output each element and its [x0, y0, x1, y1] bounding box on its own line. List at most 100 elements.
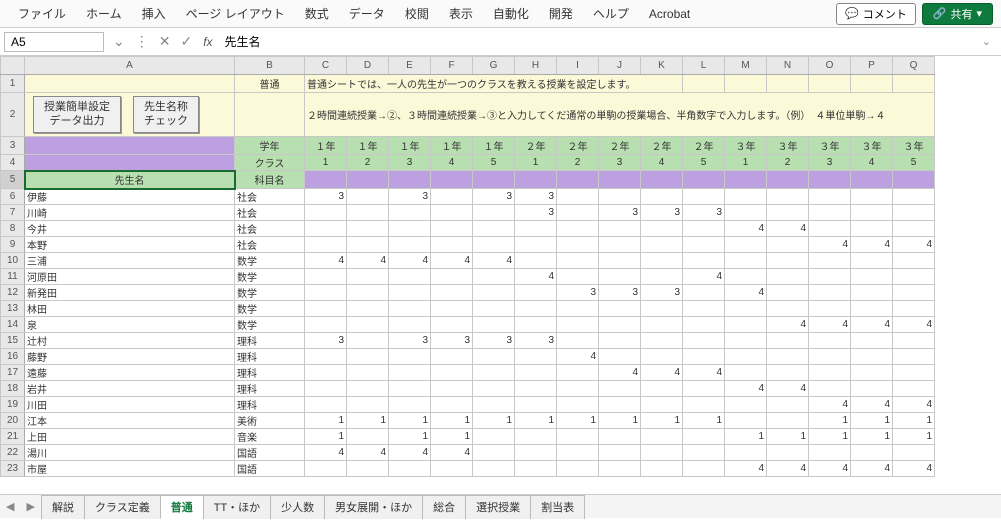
row-header[interactable]: 2: [1, 93, 25, 137]
data-cell[interactable]: 3: [389, 189, 431, 205]
data-cell[interactable]: [305, 237, 347, 253]
data-cell[interactable]: [767, 397, 809, 413]
data-cell[interactable]: 1: [851, 429, 893, 445]
col-header-D[interactable]: D: [347, 57, 389, 75]
data-cell[interactable]: [515, 429, 557, 445]
data-cell[interactable]: [557, 317, 599, 333]
data-cell[interactable]: [389, 301, 431, 317]
teacher-name[interactable]: 川崎: [25, 205, 235, 221]
teacher-name[interactable]: 遠藤: [25, 365, 235, 381]
col-header-I[interactable]: I: [557, 57, 599, 75]
data-cell[interactable]: [893, 301, 935, 317]
data-cell[interactable]: [641, 237, 683, 253]
data-cell[interactable]: [725, 365, 767, 381]
row-header[interactable]: 19: [1, 397, 25, 413]
cell[interactable]: [515, 171, 557, 189]
data-cell[interactable]: [725, 333, 767, 349]
data-cell[interactable]: 1: [389, 413, 431, 429]
row-header[interactable]: 7: [1, 205, 25, 221]
fx-icon[interactable]: fx: [197, 35, 218, 49]
teacher-check-button[interactable]: 先生名称チェック: [133, 96, 199, 132]
subject-name[interactable]: 美術: [235, 413, 305, 429]
subject-name[interactable]: 理科: [235, 397, 305, 413]
data-cell[interactable]: [305, 205, 347, 221]
data-cell[interactable]: [389, 237, 431, 253]
data-cell[interactable]: [515, 381, 557, 397]
class-cell[interactable]: 4: [641, 155, 683, 171]
menu-insert[interactable]: 挿入: [132, 1, 176, 26]
data-cell[interactable]: 4: [851, 397, 893, 413]
data-cell[interactable]: [557, 269, 599, 285]
data-cell[interactable]: 4: [767, 461, 809, 477]
data-cell[interactable]: [557, 301, 599, 317]
data-cell[interactable]: [431, 237, 473, 253]
data-cell[interactable]: [725, 237, 767, 253]
sheet-tab[interactable]: 少人数: [270, 495, 325, 519]
data-cell[interactable]: [599, 253, 641, 269]
data-cell[interactable]: [683, 349, 725, 365]
data-cell[interactable]: [641, 381, 683, 397]
data-cell[interactable]: 4: [431, 445, 473, 461]
sheet-tab[interactable]: 男女展開・ほか: [324, 495, 423, 519]
data-cell[interactable]: [851, 189, 893, 205]
row-header[interactable]: 23: [1, 461, 25, 477]
grade-cell[interactable]: ２年: [641, 137, 683, 155]
class-cell[interactable]: 5: [683, 155, 725, 171]
data-cell[interactable]: [767, 365, 809, 381]
data-cell[interactable]: [599, 301, 641, 317]
data-cell[interactable]: [809, 221, 851, 237]
data-cell[interactable]: [557, 461, 599, 477]
data-cell[interactable]: 4: [725, 381, 767, 397]
data-cell[interactable]: [767, 269, 809, 285]
data-cell[interactable]: [641, 333, 683, 349]
grade-cell[interactable]: ３年: [893, 137, 935, 155]
data-cell[interactable]: 1: [809, 413, 851, 429]
cell[interactable]: [767, 171, 809, 189]
grade-cell[interactable]: １年: [347, 137, 389, 155]
data-cell[interactable]: 1: [683, 413, 725, 429]
col-header-B[interactable]: B: [235, 57, 305, 75]
grade-cell[interactable]: ２年: [599, 137, 641, 155]
row-header[interactable]: 16: [1, 349, 25, 365]
data-cell[interactable]: [893, 333, 935, 349]
data-cell[interactable]: 3: [641, 205, 683, 221]
data-cell[interactable]: [389, 317, 431, 333]
data-cell[interactable]: [389, 285, 431, 301]
data-cell[interactable]: [767, 333, 809, 349]
data-cell[interactable]: [767, 189, 809, 205]
data-cell[interactable]: [305, 397, 347, 413]
row-header[interactable]: 20: [1, 413, 25, 429]
data-cell[interactable]: [725, 253, 767, 269]
data-cell[interactable]: [347, 189, 389, 205]
cell[interactable]: [25, 155, 235, 171]
row-header[interactable]: 1: [1, 75, 25, 93]
col-header-E[interactable]: E: [389, 57, 431, 75]
data-cell[interactable]: [641, 221, 683, 237]
data-cell[interactable]: [893, 269, 935, 285]
class-cell[interactable]: 4: [431, 155, 473, 171]
data-cell[interactable]: [851, 445, 893, 461]
cell[interactable]: [725, 171, 767, 189]
data-cell[interactable]: 4: [389, 253, 431, 269]
data-cell[interactable]: [557, 381, 599, 397]
data-cell[interactable]: [347, 221, 389, 237]
data-cell[interactable]: [767, 413, 809, 429]
data-cell[interactable]: 1: [431, 429, 473, 445]
data-cell[interactable]: [725, 269, 767, 285]
data-cell[interactable]: [599, 317, 641, 333]
col-header-A[interactable]: A: [25, 57, 235, 75]
cell[interactable]: [599, 171, 641, 189]
data-cell[interactable]: [557, 189, 599, 205]
data-cell[interactable]: [809, 445, 851, 461]
data-cell[interactable]: 4: [515, 269, 557, 285]
data-cell[interactable]: 4: [389, 445, 431, 461]
row-header[interactable]: 9: [1, 237, 25, 253]
data-cell[interactable]: 3: [599, 285, 641, 301]
data-cell[interactable]: 4: [599, 365, 641, 381]
col-header-G[interactable]: G: [473, 57, 515, 75]
data-cell[interactable]: 3: [599, 205, 641, 221]
col-header-J[interactable]: J: [599, 57, 641, 75]
data-cell[interactable]: [347, 365, 389, 381]
sheet-tab[interactable]: 普通: [160, 495, 204, 519]
grade-cell[interactable]: ３年: [767, 137, 809, 155]
